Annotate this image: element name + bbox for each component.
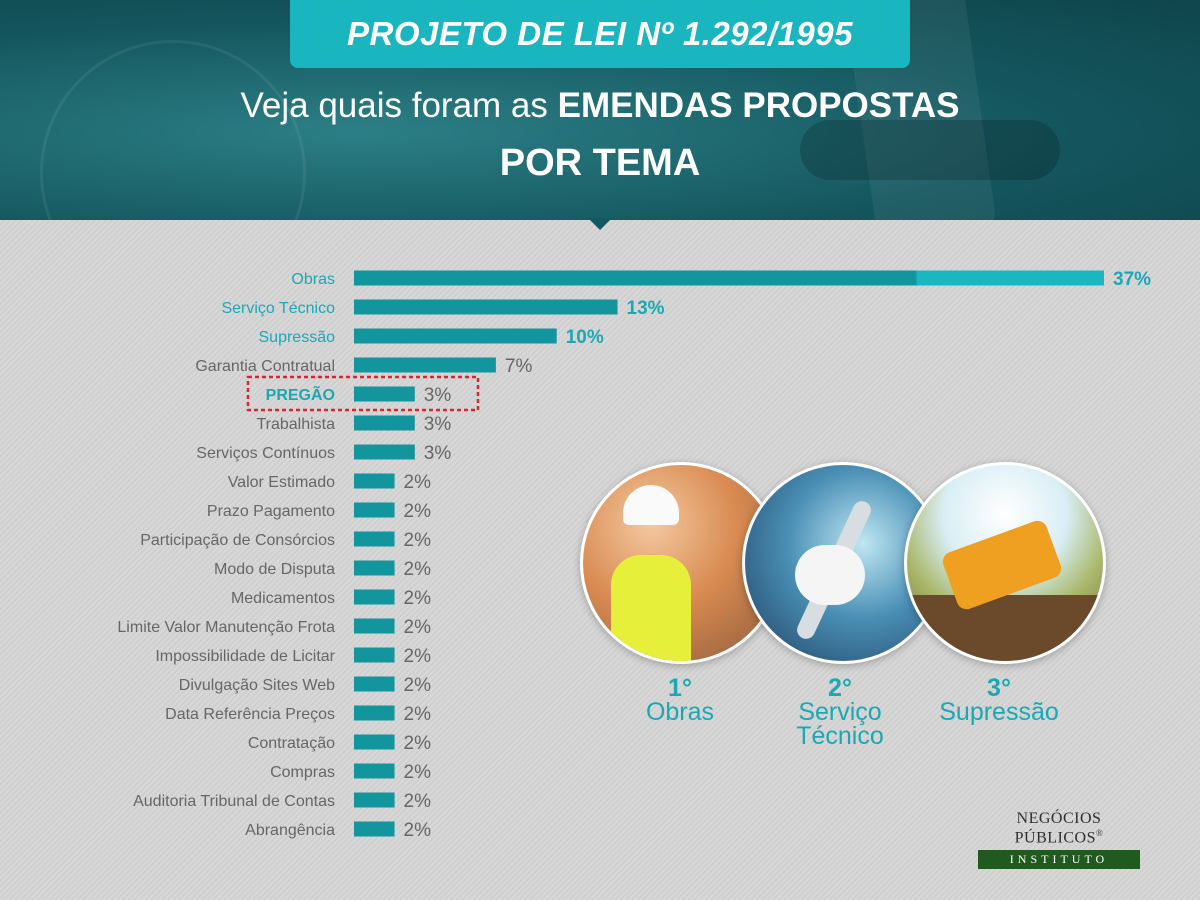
podium-second-name: Serviço Técnico bbox=[796, 698, 884, 750]
logo-name: NEGÓCIOS PÚBLICOS® bbox=[978, 810, 1140, 847]
bar-12 bbox=[354, 618, 395, 634]
page-title: PROJETO DE LEI Nº 1.292/1995 bbox=[346, 15, 853, 52]
bar-6 bbox=[354, 444, 415, 460]
category-label-8: Prazo Pagamento bbox=[207, 503, 335, 520]
highlight-box bbox=[246, 375, 480, 412]
category-label-10: Modo de Disputa bbox=[214, 561, 335, 578]
value-label-2: 10% bbox=[566, 327, 604, 348]
value-label-10: 2% bbox=[404, 559, 432, 580]
category-label-7: Valor Estimado bbox=[228, 474, 335, 491]
bar-8 bbox=[354, 502, 395, 518]
scales-background-decoration bbox=[40, 40, 306, 220]
bar-17 bbox=[354, 763, 395, 779]
subtitle-lead: Veja quais foram as bbox=[240, 86, 558, 125]
value-label-11: 2% bbox=[404, 588, 432, 609]
hard-hat-shape bbox=[623, 485, 679, 525]
value-label-16: 2% bbox=[404, 733, 432, 754]
value-label-0: 37% bbox=[1113, 269, 1151, 290]
category-label-3: Garantia Contratual bbox=[195, 358, 335, 375]
podium-second-position: 2° bbox=[828, 674, 852, 702]
bar-9 bbox=[354, 531, 395, 547]
subtitle-line-1: Veja quais foram as EMENDAS PROPOSTAS bbox=[0, 86, 1200, 126]
value-label-8: 2% bbox=[404, 501, 432, 522]
value-label-17: 2% bbox=[404, 762, 432, 783]
bar-18 bbox=[354, 792, 395, 808]
value-label-7: 2% bbox=[404, 472, 432, 493]
podium-first: 1° Obras bbox=[600, 674, 760, 726]
bar-15 bbox=[354, 705, 395, 721]
logo-sub: INSTITUTO bbox=[978, 850, 1140, 870]
bar-1 bbox=[354, 299, 618, 315]
category-label-18: Auditoria Tribunal de Contas bbox=[133, 793, 335, 810]
bar-16 bbox=[354, 734, 395, 750]
value-label-9: 2% bbox=[404, 530, 432, 551]
podium-third-position: 3° bbox=[987, 674, 1011, 702]
bar-10 bbox=[354, 560, 395, 576]
category-label-2: Supressão bbox=[259, 329, 336, 346]
category-label-1: Serviço Técnico bbox=[221, 300, 335, 317]
gavel-head-decoration bbox=[800, 120, 1060, 180]
category-label-9: Participação de Consórcios bbox=[140, 532, 335, 549]
value-label-5: 3% bbox=[424, 414, 452, 435]
category-label-13: Impossibilidade de Licitar bbox=[155, 648, 335, 665]
podium-first-name: Obras bbox=[645, 698, 715, 726]
category-label-15: Data Referência Preços bbox=[165, 706, 335, 723]
glove-shape bbox=[795, 545, 865, 605]
podium-second: 2° Serviço Técnico bbox=[760, 674, 920, 750]
value-label-18: 2% bbox=[404, 791, 432, 812]
category-label-14: Divulgação Sites Web bbox=[179, 677, 335, 694]
bar-5 bbox=[354, 415, 415, 431]
logo-name-text: NEGÓCIOS PÚBLICOS bbox=[1014, 810, 1102, 847]
title-box: PROJETO DE LEI Nº 1.292/1995 bbox=[290, 0, 910, 68]
value-label-3: 7% bbox=[505, 356, 533, 377]
bar-19 bbox=[354, 821, 395, 837]
category-label-12: Limite Valor Manutenção Frota bbox=[117, 619, 335, 636]
soil-shape bbox=[907, 595, 1103, 661]
bar-chart: Obras 37% Serviço Técnico 13% Supressão 10% Ga… bbox=[117, 269, 1151, 841]
logo-registered-mark: ® bbox=[1096, 828, 1104, 838]
category-label-11: Medicamentos bbox=[231, 590, 335, 607]
excavator-icon bbox=[904, 462, 1106, 664]
category-label-6: Serviços Contínuos bbox=[196, 445, 335, 462]
category-label-5: Trabalhista bbox=[256, 416, 335, 433]
podium-first-position: 1° bbox=[668, 674, 692, 702]
value-label-15: 2% bbox=[404, 704, 432, 725]
bar-7 bbox=[354, 473, 395, 489]
value-label-14: 2% bbox=[404, 675, 432, 696]
bar-11 bbox=[354, 589, 395, 605]
bar-0-highlight bbox=[916, 270, 1104, 286]
category-label-0: Obras bbox=[291, 271, 335, 288]
brand-logo: NEGÓCIOS PÚBLICOS® INSTITUTO bbox=[978, 810, 1140, 870]
bar-4 bbox=[354, 386, 415, 402]
category-label-19: Abrangência bbox=[245, 822, 335, 839]
bar-3 bbox=[354, 357, 496, 373]
safety-vest-shape bbox=[611, 555, 691, 661]
value-label-13: 2% bbox=[404, 646, 432, 667]
podium-third: 3° Supressão bbox=[919, 674, 1079, 726]
category-label-4: PREGÃO bbox=[266, 384, 335, 404]
subtitle-bold: EMENDAS PROPOSTAS bbox=[557, 86, 960, 125]
bar-13 bbox=[354, 647, 395, 663]
category-label-16: Contratação bbox=[248, 735, 335, 752]
podium-third-name: Supressão bbox=[939, 698, 1059, 726]
value-label-4: 3% bbox=[424, 385, 452, 406]
bar-2 bbox=[354, 328, 557, 344]
category-label-17: Compras bbox=[270, 764, 335, 781]
header-pointer bbox=[588, 218, 612, 230]
bar-14 bbox=[354, 676, 395, 692]
value-label-6: 3% bbox=[424, 443, 452, 464]
value-label-12: 2% bbox=[404, 617, 432, 638]
subtitle-line-2: POR TEMA bbox=[499, 142, 701, 184]
value-label-1: 13% bbox=[627, 298, 665, 319]
value-label-19: 2% bbox=[404, 820, 432, 841]
